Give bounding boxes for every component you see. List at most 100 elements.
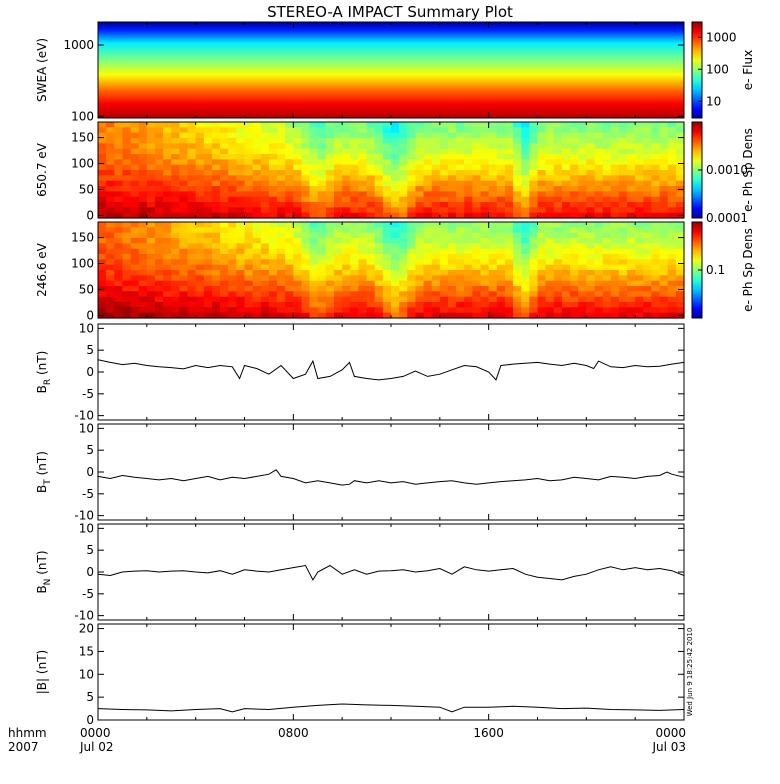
spectrogram-cell: [521, 270, 530, 276]
spectrogram-cell: [325, 154, 335, 160]
spectrogram-cell: [285, 207, 294, 214]
spectrogram-cell: [277, 280, 286, 287]
spectrogram-cell: [285, 286, 294, 292]
spectrogram-cell: [154, 259, 164, 266]
spectrogram-cell: [195, 122, 205, 128]
spectrogram-cell: [163, 175, 172, 182]
spectrogram-cell: [293, 148, 303, 155]
spectrogram-cell: [317, 232, 327, 239]
spectrogram-cell: [586, 291, 596, 298]
spectrogram-cell: [618, 238, 628, 244]
spectrogram-cell: [472, 122, 482, 128]
spectrogram-cell: [431, 191, 441, 198]
spectrogram-cell: [277, 159, 286, 166]
spectrogram-cell: [480, 186, 490, 192]
spectrogram-cell: [195, 286, 205, 292]
spectrogram-cell: [334, 291, 343, 298]
spectrogram-cell: [358, 127, 368, 134]
spectrogram-cell: [187, 312, 197, 319]
spectrogram-cell: [431, 222, 441, 228]
spectrogram-cell: [586, 232, 596, 239]
spectrogram-cell: [374, 238, 384, 244]
spectrogram-cell: [211, 259, 221, 266]
spectrogram-cell: [464, 132, 473, 139]
spectrogram-cell: [350, 132, 360, 139]
spectrogram-cell: [488, 127, 498, 134]
spectrogram-cell: [618, 196, 628, 203]
spectrogram-cell: [317, 159, 327, 166]
spectrogram-cell: [252, 164, 262, 171]
spectrogram-cell: [203, 170, 213, 176]
spectrogram-cell: [285, 238, 294, 244]
spectrogram-cell: [309, 296, 319, 303]
spectrogram-cell: [610, 270, 620, 276]
spectrogram-cell: [472, 180, 482, 187]
spectrogram-cell: [114, 232, 124, 239]
spectrogram-cell: [195, 127, 205, 134]
spectrogram-cell: [456, 186, 465, 192]
spectrogram-cell: [618, 312, 628, 319]
spectrogram-cell: [220, 122, 229, 128]
spectrogram-cell: [480, 307, 490, 314]
spectrogram-cell: [301, 280, 311, 287]
spectrogram-cell: [407, 254, 417, 260]
spectrogram-cell: [472, 248, 482, 255]
spectrogram-cell: [195, 170, 205, 176]
spectrogram-cell: [618, 280, 628, 287]
spectrogram-cell: [407, 243, 417, 250]
spectrogram-cell: [211, 312, 221, 319]
spectrogram-cell: [252, 286, 262, 292]
colorbar-label: e- Ph Sp Dens: [741, 228, 755, 312]
spectrogram-cell: [171, 302, 180, 308]
spectrogram-cell: [456, 196, 465, 203]
spectrogram-cell: [643, 127, 653, 134]
y-tick-label: 10: [79, 321, 94, 335]
spectrogram-cell: [122, 148, 132, 155]
spectrogram-cell: [211, 175, 221, 182]
spectrogram-cell: [447, 122, 457, 128]
spectrogram-cell: [464, 275, 473, 282]
spectrogram-cell: [146, 238, 156, 244]
spectrogram-cell: [163, 154, 172, 160]
spectrogram-cell: [187, 307, 197, 314]
spectrogram-cell: [464, 227, 473, 234]
spectrogram-cell: [602, 170, 612, 176]
spectrogram-cell: [236, 186, 246, 192]
spectrogram-cell: [106, 159, 115, 166]
spectrogram-cell: [602, 296, 612, 303]
spectrogram-cell: [179, 175, 189, 182]
spectrogram-cell: [122, 180, 132, 187]
spectrogram-cell: [366, 180, 376, 187]
spectrogram-cell: [203, 138, 213, 144]
spectrogram-cell: [586, 180, 596, 187]
spectrogram-cell: [431, 148, 441, 155]
spectrogram-cell: [244, 148, 254, 155]
spectrogram-cell: [154, 275, 164, 282]
spectrogram-cell: [138, 164, 148, 171]
spectrogram-cell: [293, 164, 303, 171]
spectrogram-cell: [610, 259, 620, 266]
spectrogram-cell: [423, 248, 433, 255]
spectrogram-cell: [179, 186, 189, 192]
spectrogram-cell: [374, 186, 384, 192]
spectrogram-cell: [586, 222, 596, 228]
spectrogram-cell: [309, 175, 319, 182]
spectrogram-cell: [277, 286, 286, 292]
spectrogram-cell: [659, 232, 669, 239]
spectrogram-cell: [415, 148, 425, 155]
spectrogram-cell: [366, 296, 376, 303]
spectrogram-cell: [211, 280, 221, 287]
spectrogram-cell: [570, 238, 579, 244]
spectrogram-cell: [334, 243, 343, 250]
spectrogram-cell: [317, 196, 327, 203]
y-tick-label: 0: [86, 208, 94, 222]
spectrogram-cell: [98, 296, 107, 303]
spectrogram-cell: [456, 138, 465, 144]
spectrogram-cell: [472, 280, 482, 287]
spectrogram-cell: [309, 143, 319, 150]
spectrogram-cell: [382, 296, 392, 303]
spectrogram-cell: [407, 280, 417, 287]
spectrogram-cell: [187, 138, 197, 144]
spectrogram-cell: [504, 222, 514, 228]
spectrogram-cell: [399, 132, 408, 139]
